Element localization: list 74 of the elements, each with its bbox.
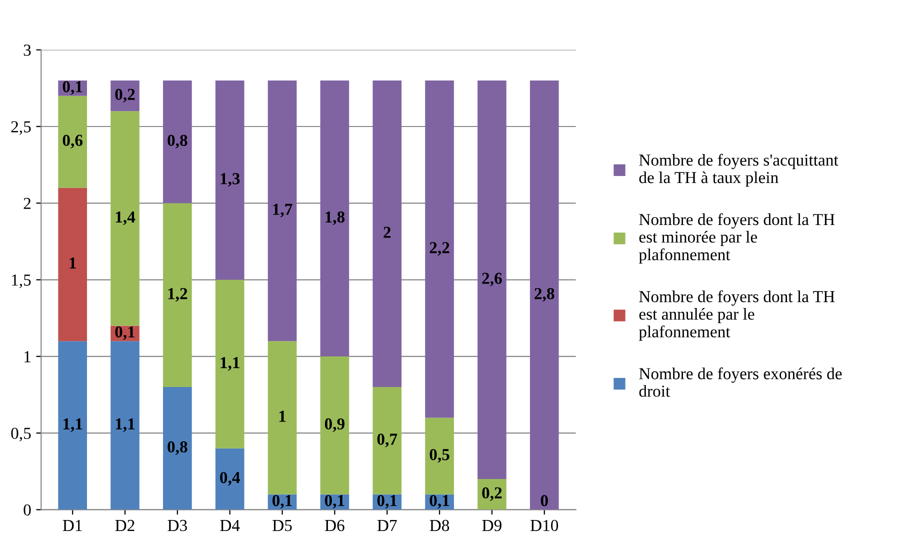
data-label: 0,1 xyxy=(324,494,344,509)
legend-label: Nombre de foyers dont la TH est minorée par le plafonnement xyxy=(638,213,835,264)
data-label: 0,8 xyxy=(168,134,188,148)
bar xyxy=(215,80,244,280)
x-tick-label: D4 xyxy=(220,520,240,531)
x-tick-label: D1 xyxy=(62,520,82,531)
y-tick-label: 1 xyxy=(24,351,30,362)
data-label: 1,1 xyxy=(220,357,240,371)
bar xyxy=(110,341,140,510)
bar xyxy=(320,80,350,356)
data-label: 0,8 xyxy=(168,441,188,455)
data-label: 2,6 xyxy=(482,272,502,286)
bar xyxy=(320,356,350,494)
data-label: 1,1 xyxy=(116,418,135,432)
data-label: 1,1 xyxy=(64,418,82,432)
bar xyxy=(478,80,506,480)
data-label: 0,5 xyxy=(430,448,450,463)
data-label: 1,3 xyxy=(220,173,240,187)
legend-label: Nombre de foyers exonérés de droit xyxy=(639,367,842,397)
data-label: 1 xyxy=(70,257,76,268)
bar xyxy=(530,80,559,510)
bar xyxy=(110,80,140,112)
data-label: 0,1 xyxy=(115,326,135,340)
data-label: 1,8 xyxy=(326,211,345,226)
bar xyxy=(215,280,244,448)
x-tick-label: D7 xyxy=(377,520,397,531)
bar xyxy=(478,479,506,510)
bar xyxy=(215,448,244,510)
data-label: 2,2 xyxy=(430,242,450,256)
bar xyxy=(163,80,192,204)
legend-label: Nombre de foyers dont la TH est annulée par le plafonnement xyxy=(638,290,835,341)
data-label: 1,7 xyxy=(273,204,292,218)
x-tick-label: D8 xyxy=(430,520,450,532)
bar xyxy=(58,341,87,510)
bar xyxy=(268,341,297,494)
y-tick-label: 3 xyxy=(24,44,31,56)
bar xyxy=(372,80,402,388)
data-label: 0,4 xyxy=(220,472,240,486)
data-label: 1 xyxy=(279,410,286,422)
x-tick-label: D6 xyxy=(324,520,344,532)
bar xyxy=(268,80,297,342)
data-label: 0,1 xyxy=(430,494,450,509)
data-label: 0,9 xyxy=(324,418,344,432)
data-label: 0,1 xyxy=(377,494,397,509)
bar xyxy=(163,203,192,388)
bar xyxy=(163,387,192,510)
x-tick-label: D9 xyxy=(482,520,502,532)
data-label: 0,7 xyxy=(377,434,398,448)
y-tick-label: 2,5 xyxy=(11,121,31,135)
data-label: 1,2 xyxy=(168,288,188,302)
data-label: 0,1 xyxy=(272,494,292,509)
bar xyxy=(425,80,454,418)
data-label: 0,1 xyxy=(62,81,82,95)
data-label: 0,2 xyxy=(115,88,135,102)
legend-label: Nombre de foyers s'acquittant de la TH à taux plein xyxy=(639,154,838,187)
y-tick-label: 2 xyxy=(24,198,30,209)
bar xyxy=(425,418,454,494)
data-label: 2,8 xyxy=(534,288,554,302)
bar xyxy=(58,96,87,188)
bar xyxy=(372,387,402,494)
y-tick-label: 1,5 xyxy=(12,274,31,288)
bar xyxy=(110,111,140,326)
bar xyxy=(58,188,87,342)
x-tick-label: D2 xyxy=(115,520,134,531)
x-tick-label: D3 xyxy=(168,520,187,532)
y-tick-label: 0 xyxy=(24,504,31,516)
data-label: 0,6 xyxy=(62,134,83,148)
data-label: 1,4 xyxy=(116,211,136,226)
x-tick-label: D10 xyxy=(530,520,558,532)
x-tick-label: D5 xyxy=(272,520,292,532)
y-tick-label: 0,5 xyxy=(11,428,31,442)
data-label: 2 xyxy=(384,226,391,238)
data-label: 0,2 xyxy=(482,487,502,501)
annotation: 0 xyxy=(540,495,548,506)
